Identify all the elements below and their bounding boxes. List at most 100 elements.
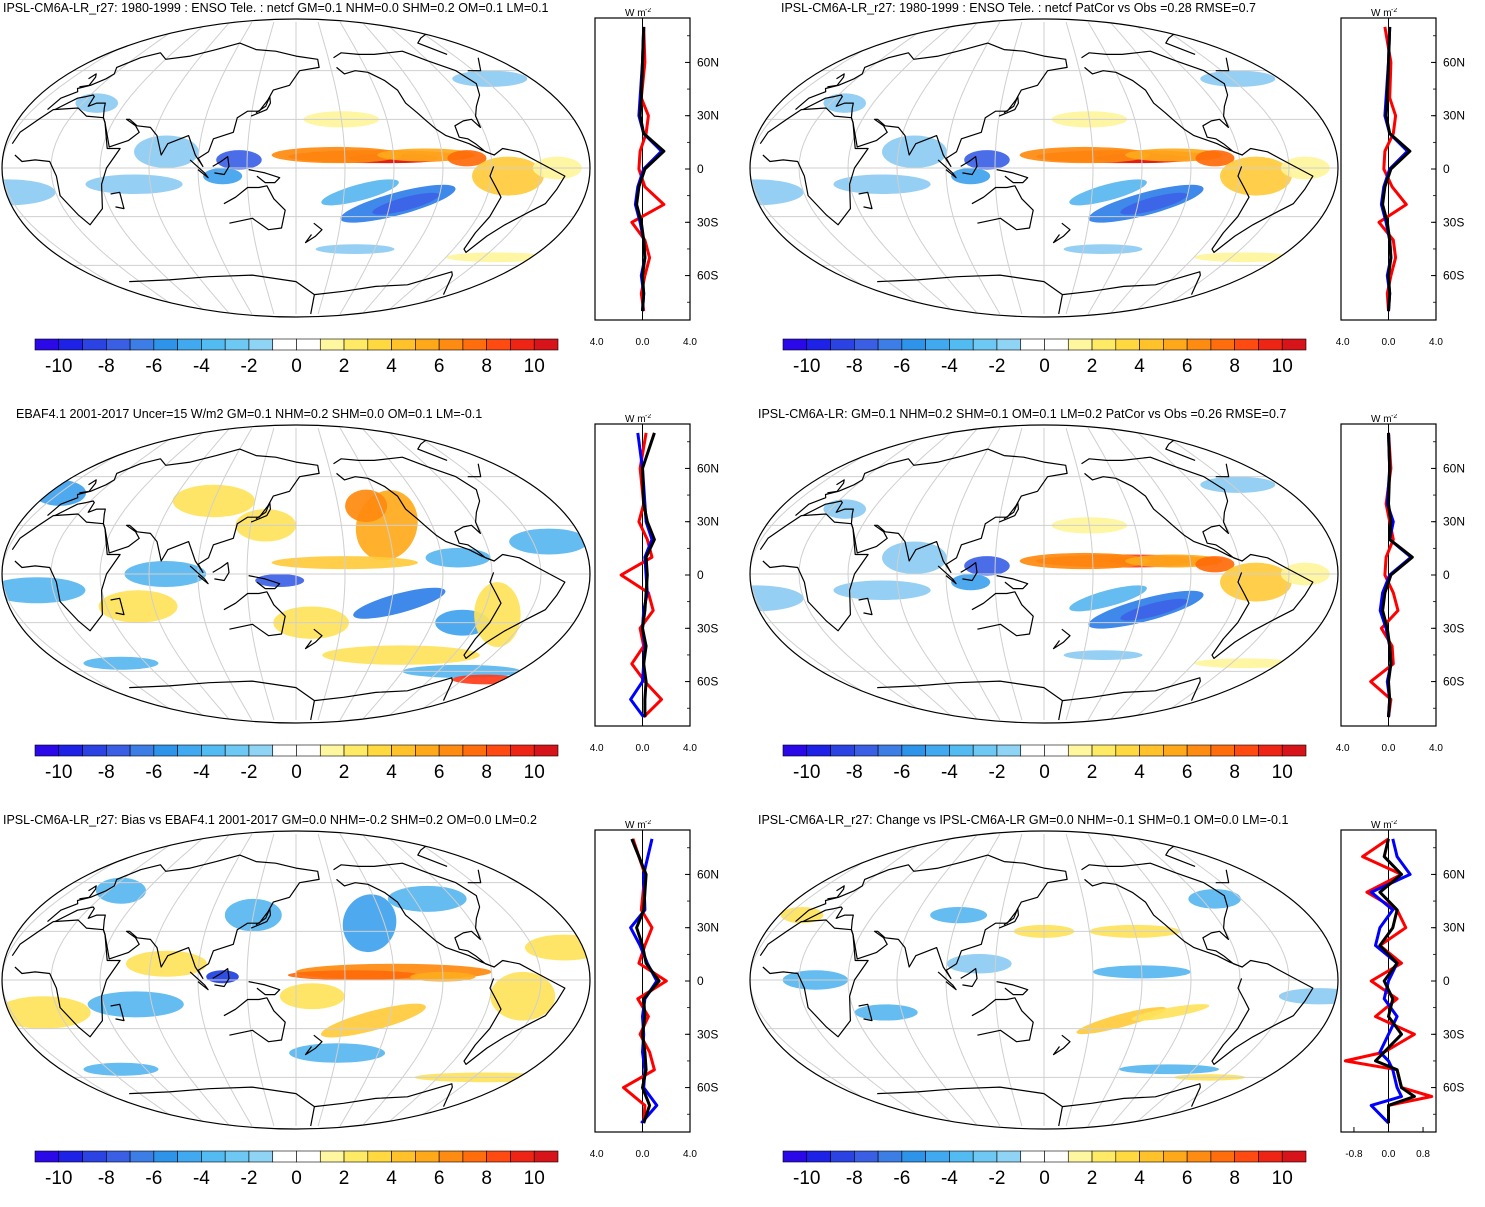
- colorbar-tick-label: -10: [793, 1168, 820, 1189]
- y-tick-label: 0: [697, 974, 704, 988]
- longitude-gridline: [1131, 21, 1241, 315]
- colorbar-box: [1281, 744, 1307, 757]
- coastline: [996, 981, 1029, 996]
- coastline: [212, 968, 230, 988]
- colorbar-tick-label: 10: [524, 762, 545, 783]
- colorbar-box: [1044, 744, 1069, 757]
- anomaly-patch: [951, 574, 991, 591]
- longitude-gridline: [945, 427, 1001, 721]
- colorbar-box: [830, 338, 855, 351]
- longitude-gridline: [383, 21, 493, 315]
- coastline: [1081, 862, 1243, 968]
- colorbar-tick-label: -4: [941, 356, 958, 377]
- colorbar-box: [391, 744, 416, 757]
- colorbar-box: [486, 1150, 511, 1163]
- colorbar-box: [367, 338, 392, 351]
- colorbar-box: [486, 744, 511, 757]
- colorbar-tick-label: -10: [45, 356, 72, 377]
- coastline: [998, 908, 1019, 929]
- anomaly-patch: [83, 656, 159, 670]
- zonal-series-model_ref: [1369, 838, 1412, 1125]
- panel-title: EBAF4.1 2001-2017 Uncer=15 W/m2 GM=0.1 N…: [16, 407, 483, 421]
- coastline: [996, 169, 1029, 184]
- colorbar-tick-label: -2: [241, 356, 258, 377]
- anomaly-patch: [1278, 988, 1338, 1005]
- colorbar-box: [1044, 1150, 1069, 1163]
- anomaly-patch: [1131, 1004, 1210, 1021]
- colorbar-tick-label: 4: [386, 1168, 397, 1189]
- colorbar-box: [415, 338, 440, 351]
- colorbar-tick-label: -4: [193, 762, 210, 783]
- anomaly-patch: [342, 894, 397, 953]
- colorbar-box: [925, 338, 950, 351]
- colorbar-box: [272, 744, 297, 757]
- anomaly-patch: [1119, 1064, 1220, 1075]
- colorbar-tick-label: 6: [1182, 762, 1193, 783]
- zonal-series-obs: [1377, 26, 1408, 312]
- colorbar-box: [248, 338, 274, 351]
- colorbar-box: [367, 744, 392, 757]
- longitude-gridline: [361, 427, 444, 721]
- longitude-gridline: [847, 833, 957, 1127]
- longitude-gridline: [798, 833, 935, 1127]
- colorbar-box: [1186, 1150, 1212, 1163]
- y-tick-label: 60S: [697, 269, 718, 283]
- longitude-gridline: [1087, 427, 1143, 721]
- zonal-series-obs: [630, 26, 666, 312]
- coastline: [937, 159, 957, 179]
- y-tick-label: 30N: [697, 109, 719, 123]
- longitude-gridline: [2, 833, 164, 1127]
- coastline: [223, 591, 286, 637]
- longitude-gridline: [317, 833, 346, 1127]
- colorbar-box: [224, 744, 250, 757]
- coastline: [1052, 1034, 1071, 1056]
- longitude-gridline: [339, 427, 395, 721]
- colorbar-box: [854, 338, 879, 351]
- coastline: [110, 597, 125, 616]
- colorbar-box: [972, 744, 998, 757]
- colorbar-box: [391, 1150, 416, 1163]
- coastline: [759, 513, 869, 632]
- colorbar-tick-label: 0: [1039, 356, 1050, 377]
- longitude-gridline: [798, 427, 935, 721]
- colorbar-tick-label: -6: [893, 762, 910, 783]
- colorbar-box: [972, 1150, 998, 1163]
- anomaly-patch: [216, 150, 262, 170]
- colorbar-box: [201, 744, 226, 757]
- unit-label: W m: [1371, 414, 1392, 425]
- colorbar-box: [854, 1150, 879, 1163]
- anomaly-patch: [1019, 146, 1150, 164]
- longitude-gridline: [750, 427, 912, 721]
- coastline: [960, 562, 978, 582]
- colorbar-tick-label: 6: [434, 356, 445, 377]
- longitude-gridline: [246, 21, 275, 315]
- colorbar-box: [877, 338, 903, 351]
- coastline: [1052, 628, 1071, 650]
- colorbar-box: [106, 1150, 131, 1163]
- anomaly-patch: [833, 174, 931, 194]
- colorbar-box: [1258, 744, 1283, 757]
- anomaly-patch: [353, 587, 446, 619]
- y-tick-label: 60N: [697, 867, 719, 881]
- coastline: [827, 885, 845, 900]
- zonal-mean-plot: W m-2 60N 30N 0 30S 60S -4.0 0.0 4.0: [1336, 414, 1465, 754]
- panel-2: IPSL-CM6A-LR_r27: 1980-1999 : ENSO Tele.…: [748, 0, 1485, 395]
- coastline: [996, 575, 1029, 590]
- coastline: [971, 997, 1034, 1043]
- colorbar-box: [82, 744, 107, 757]
- colorbar-box: [106, 338, 131, 351]
- coastline: [998, 502, 1019, 523]
- coastline: [250, 96, 271, 117]
- colorbar-box: [996, 1150, 1022, 1163]
- map-border: [749, 424, 1339, 724]
- colorbar-box: [1067, 338, 1093, 351]
- unit-exponent: -2: [645, 820, 651, 826]
- coastline: [877, 677, 1201, 721]
- colorbar-tick-label: -4: [193, 1168, 210, 1189]
- anomaly-patch: [1195, 150, 1235, 167]
- coastline: [189, 971, 209, 991]
- colorbar-box: [1186, 744, 1212, 757]
- colorbar-box: [925, 1150, 950, 1163]
- colorbar-box: [782, 744, 808, 757]
- colorbar-box: [901, 338, 926, 351]
